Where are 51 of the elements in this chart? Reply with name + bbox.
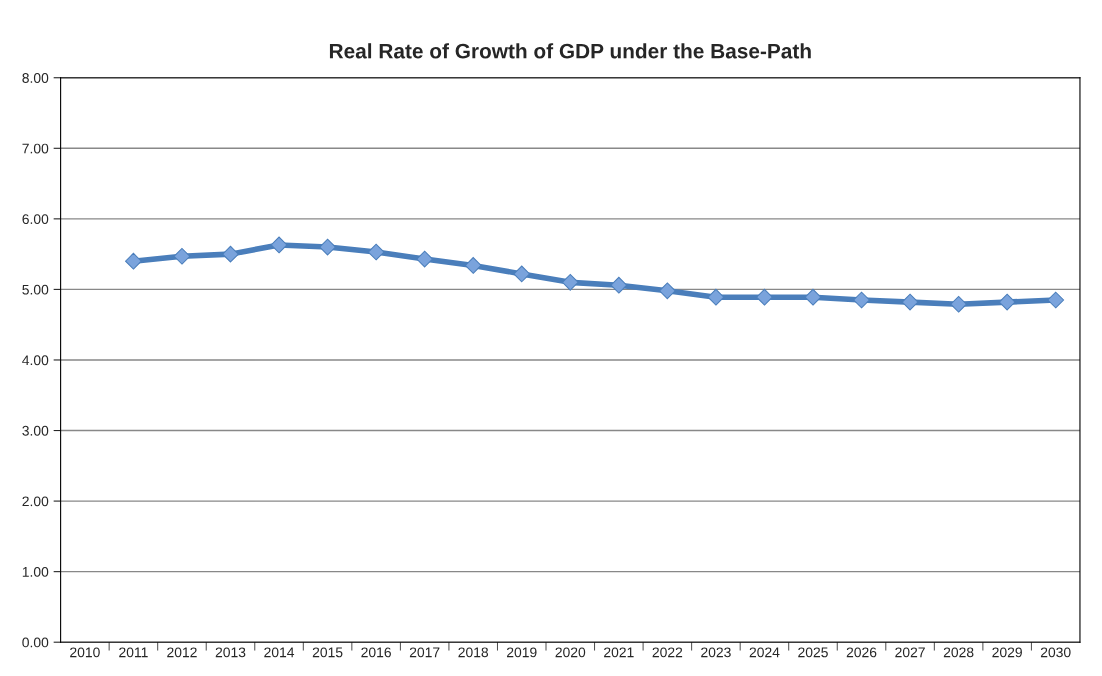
y-tick-label: 2.00 bbox=[22, 496, 49, 507]
point bbox=[561, 273, 579, 291]
x-tick-label: 2022 bbox=[652, 647, 683, 658]
y-tick-label: 0.00 bbox=[22, 637, 49, 648]
x-tick-label: 2026 bbox=[846, 647, 877, 658]
x-tick-label: 2023 bbox=[701, 647, 731, 658]
point bbox=[950, 295, 967, 313]
x-tick-label: 2028 bbox=[943, 647, 974, 658]
point bbox=[222, 245, 239, 263]
point bbox=[513, 265, 531, 283]
x-tick-label: 2021 bbox=[604, 647, 634, 658]
point bbox=[998, 293, 1016, 311]
x-tick-label: 2030 bbox=[1040, 647, 1071, 658]
y-tick-label: 4.00 bbox=[22, 355, 49, 366]
x-tick-label: 2010 bbox=[70, 647, 100, 658]
point bbox=[707, 288, 725, 306]
point bbox=[125, 252, 142, 270]
point bbox=[416, 250, 434, 268]
x-tick-label: 2018 bbox=[458, 647, 489, 658]
point bbox=[658, 282, 676, 300]
x-tick-label: 2012 bbox=[167, 647, 197, 658]
point bbox=[173, 247, 191, 265]
y-tick-label: 1.00 bbox=[22, 566, 49, 577]
point bbox=[804, 288, 822, 306]
x-tick-label: 2025 bbox=[798, 647, 828, 658]
x-tick-label: 2020 bbox=[555, 647, 586, 658]
point bbox=[1047, 291, 1065, 309]
point bbox=[319, 238, 336, 256]
x-tick-label: 2017 bbox=[409, 647, 440, 658]
point bbox=[853, 291, 870, 309]
x-tick-label: 2029 bbox=[992, 647, 1022, 658]
point bbox=[901, 293, 919, 311]
x-tick-label: 2015 bbox=[312, 647, 343, 658]
point bbox=[610, 276, 628, 294]
y-tick-label: 7.00 bbox=[22, 143, 49, 154]
point bbox=[756, 288, 773, 306]
x-tick-label: 2027 bbox=[895, 647, 925, 658]
x-tick-label: 2019 bbox=[507, 647, 537, 658]
point bbox=[367, 243, 385, 261]
point bbox=[270, 236, 288, 254]
y-tick-label: 6.00 bbox=[22, 214, 49, 225]
x-tick-label: 2016 bbox=[361, 647, 391, 658]
y-tick-label: 5.00 bbox=[22, 284, 49, 295]
y-tick-label: 3.00 bbox=[22, 425, 49, 436]
chart-title: Real Rate of Growth of GDP under the Base-Path bbox=[329, 43, 811, 59]
x-tick-label: 2013 bbox=[215, 647, 246, 658]
x-tick-label: 2014 bbox=[264, 647, 295, 658]
x-tick-label: 2011 bbox=[119, 647, 148, 658]
point bbox=[464, 257, 482, 274]
y-tick-label: 8.00 bbox=[22, 73, 49, 83]
x-tick-label: 2024 bbox=[749, 647, 780, 658]
